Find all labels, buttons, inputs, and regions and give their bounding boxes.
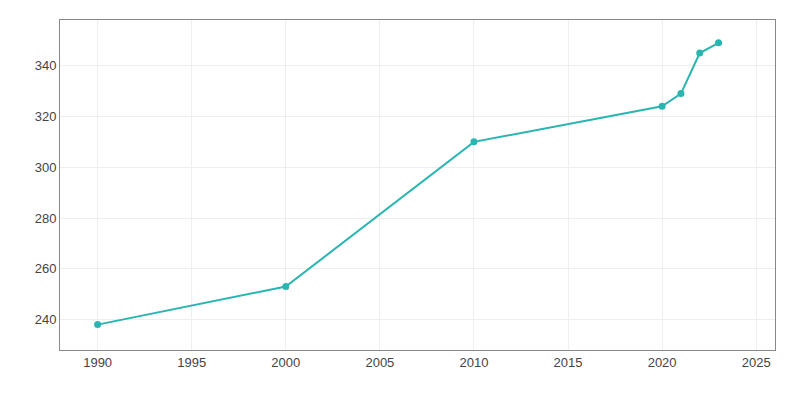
svg-text:240: 240 <box>35 312 57 327</box>
svg-text:2010: 2010 <box>459 355 488 370</box>
svg-text:300: 300 <box>35 160 57 175</box>
svg-text:2020: 2020 <box>648 355 677 370</box>
svg-text:1990: 1990 <box>83 355 112 370</box>
svg-text:320: 320 <box>35 109 57 124</box>
svg-text:280: 280 <box>35 211 57 226</box>
svg-text:2015: 2015 <box>554 355 583 370</box>
svg-text:2005: 2005 <box>365 355 394 370</box>
svg-text:1995: 1995 <box>177 355 206 370</box>
svg-text:340: 340 <box>35 58 57 73</box>
svg-text:260: 260 <box>35 261 57 276</box>
svg-text:2025: 2025 <box>742 355 771 370</box>
svg-text:2000: 2000 <box>271 355 300 370</box>
